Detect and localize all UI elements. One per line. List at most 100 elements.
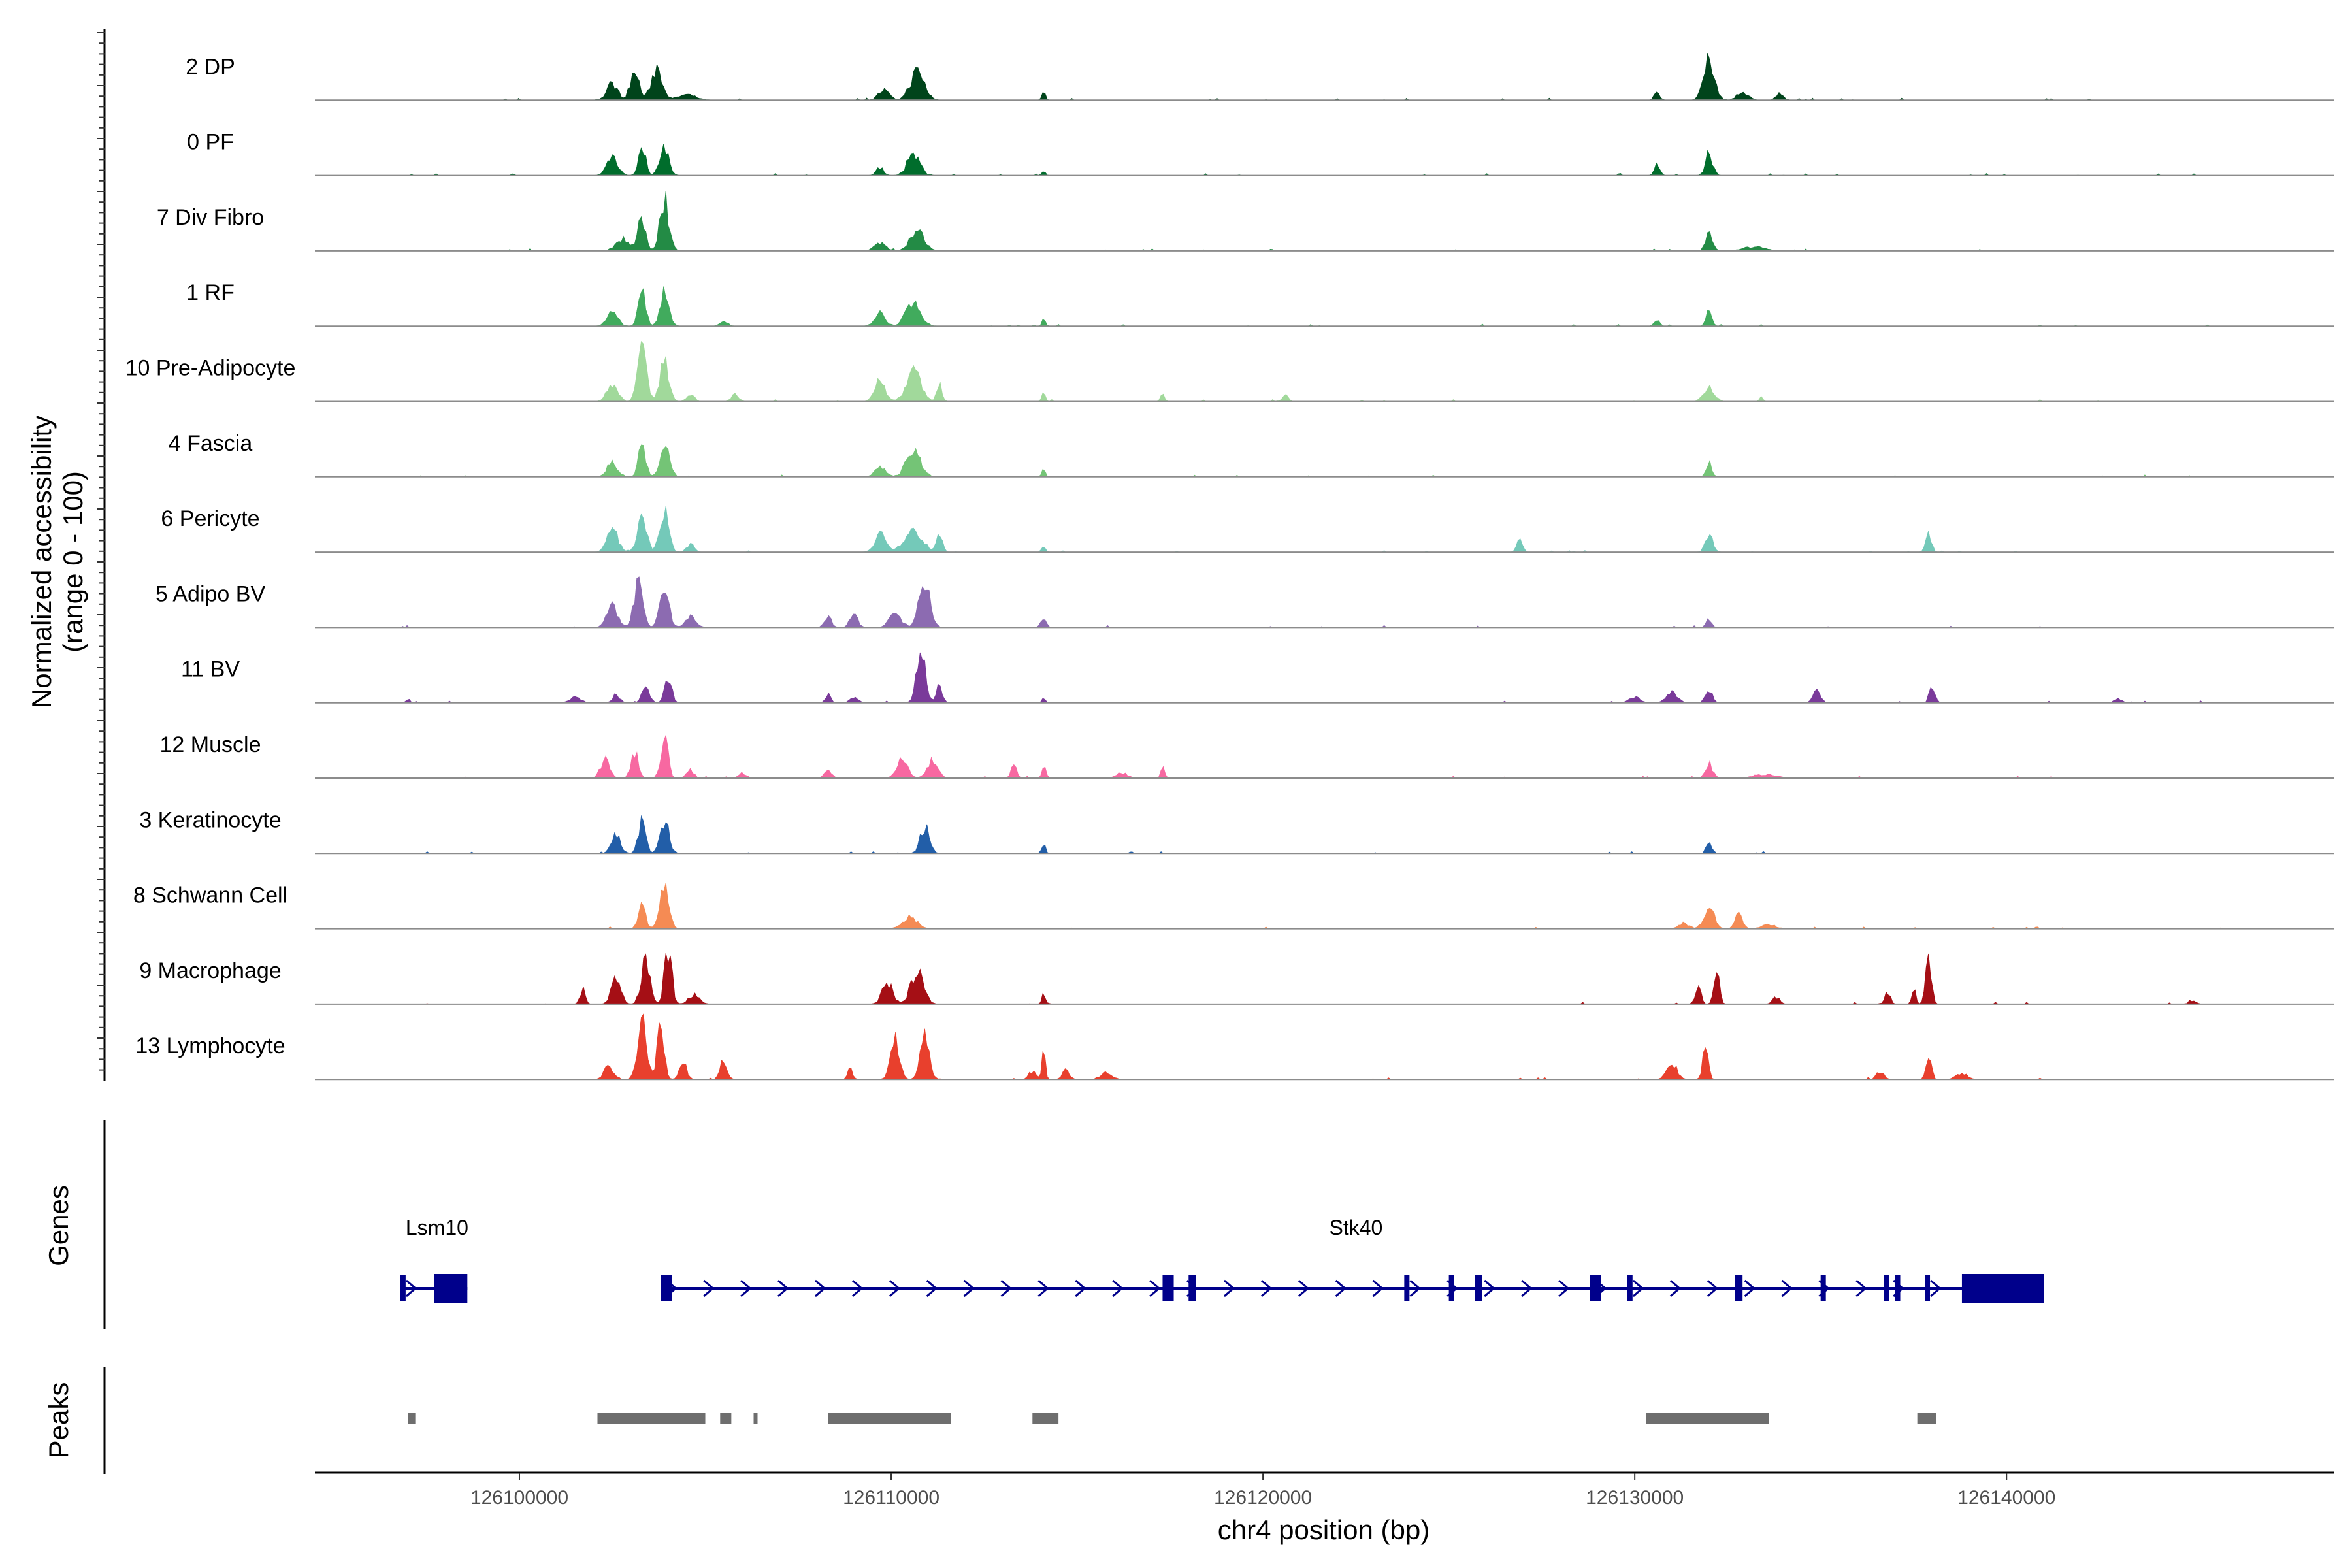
x-tick-label: 126130000 — [1586, 1487, 1684, 1509]
gene-exon — [1735, 1275, 1743, 1301]
peak-region — [1917, 1413, 1936, 1424]
gene-exon — [1820, 1275, 1826, 1301]
peaks-panel-title: Peaks — [43, 1382, 74, 1459]
strand-arrow — [777, 1279, 789, 1298]
peak-region — [1646, 1413, 1769, 1424]
track-label: 12 Muscle — [160, 732, 261, 757]
peak-region — [720, 1413, 732, 1424]
gene-exon — [1884, 1275, 1889, 1301]
gene-label-lsm10: Lsm10 — [406, 1216, 468, 1239]
strand-arrow — [1930, 1279, 1942, 1298]
strand-arrow — [1521, 1279, 1533, 1298]
track-label: 10 Pre-Adipocyte — [125, 356, 296, 381]
track-label: 9 Macrophage — [139, 958, 281, 983]
strand-arrow — [1075, 1279, 1086, 1298]
coverage-area — [389, 444, 2223, 478]
strand-arrow — [1707, 1279, 1718, 1298]
track-3-keratinocyte: 3 Keratinocyte — [139, 808, 2334, 855]
genes-panel-title: Genes — [43, 1185, 74, 1266]
y-axis-title-line2: (range 0 - 100) — [57, 471, 88, 653]
track-label: 2 DP — [186, 54, 235, 79]
track-label: 3 Keratinocyte — [139, 808, 281, 832]
track-label: 0 PF — [187, 130, 234, 155]
track-2-dp: 2 DP — [186, 53, 2334, 101]
track-13-lymphocyte: 13 Lymphocyte — [135, 1013, 2334, 1081]
strand-arrow — [1781, 1279, 1793, 1298]
gene-exon — [1448, 1275, 1454, 1301]
coverage-area — [389, 815, 2223, 854]
gene-label-stk40: Stk40 — [1329, 1216, 1382, 1239]
peak-region — [408, 1413, 416, 1424]
track-4-fascia: 4 Fascia — [169, 431, 2334, 478]
strand-arrow — [1372, 1279, 1384, 1298]
coverage-area — [389, 144, 2223, 176]
track-6-pericyte: 6 Pericyte — [161, 506, 2334, 553]
strand-arrow — [1669, 1279, 1682, 1298]
peak-region — [828, 1413, 951, 1424]
strand-arrow — [1037, 1279, 1049, 1298]
strand-arrow — [1149, 1279, 1161, 1298]
gene-exon — [1404, 1275, 1410, 1301]
track-label: 6 Pericyte — [161, 506, 259, 531]
x-tick-label: 126140000 — [1957, 1487, 2055, 1509]
strand-arrow — [1484, 1279, 1495, 1298]
strand-arrow — [1112, 1279, 1124, 1298]
track-label: 11 BV — [181, 657, 240, 682]
track-5-adipo-bv: 5 Adipo BV — [155, 576, 2334, 629]
x-axis-title: chr4 position (bp) — [1218, 1514, 1430, 1545]
track-label: 8 Schwann Cell — [133, 883, 287, 908]
coverage-area — [389, 340, 2223, 402]
strand-arrow — [1298, 1279, 1310, 1298]
strand-arrow — [1335, 1279, 1347, 1298]
gene-exon — [400, 1275, 406, 1301]
track-11-bv: 11 BV — [181, 652, 2334, 704]
gene-exon — [661, 1275, 672, 1301]
x-axis: 126100000 126110000 126120000 126130000 1261… — [315, 1471, 2334, 1509]
y-axis — [97, 29, 106, 1081]
gene-exon — [434, 1274, 468, 1303]
gene-exon — [1162, 1275, 1174, 1301]
track-1-rf: 1 RF — [186, 280, 2334, 327]
gene-exon — [1895, 1275, 1901, 1301]
genes-panel: Lsm10 Stk40 — [103, 1120, 2044, 1329]
strand-arrow — [889, 1279, 901, 1298]
y-axis-title-line1: Normalized accessibility — [26, 416, 57, 708]
strand-arrow — [1744, 1279, 1756, 1298]
coverage-area — [389, 506, 2223, 553]
gene-exon — [1475, 1275, 1482, 1301]
x-tick-label: 126110000 — [843, 1487, 939, 1509]
strand-arrow — [926, 1279, 938, 1298]
strand-arrow — [814, 1279, 826, 1298]
gene-exon — [1961, 1274, 2044, 1303]
track-0-pf: 0 PF — [187, 130, 2334, 176]
gene-exon — [1627, 1275, 1633, 1301]
coverage-area — [389, 652, 2223, 704]
strand-arrow — [1409, 1279, 1421, 1298]
coverage-area — [389, 53, 2223, 101]
track-label: 5 Adipo BV — [155, 581, 266, 606]
gene-exon — [1925, 1275, 1931, 1301]
x-tick-label: 126120000 — [1214, 1487, 1312, 1509]
peaks-panel — [103, 1367, 1936, 1474]
strand-arrow — [1855, 1279, 1867, 1298]
strand-arrow — [851, 1279, 864, 1298]
strand-arrow — [1223, 1279, 1235, 1298]
strand-arrow — [1558, 1279, 1570, 1298]
track-9-macrophage: 9 Macrophage — [139, 953, 2334, 1005]
peak-region — [1032, 1413, 1059, 1424]
coverage-area — [389, 734, 2223, 779]
track-12-muscle: 12 Muscle — [160, 732, 2334, 779]
coverage-area — [389, 883, 2224, 930]
track-7-div-fibro: 7 Div Fibro — [157, 191, 2334, 252]
strand-arrow — [1260, 1279, 1273, 1298]
gene-stk40 — [661, 1274, 2044, 1303]
track-label: 13 Lymphocyte — [135, 1034, 285, 1058]
strand-arrow — [963, 1279, 975, 1298]
peak-region — [597, 1413, 706, 1424]
coverage-area — [389, 286, 2223, 327]
track-label: 1 RF — [186, 280, 235, 305]
strand-arrow — [703, 1279, 715, 1298]
coverage-area — [389, 953, 2223, 1005]
peak-region — [753, 1413, 758, 1424]
